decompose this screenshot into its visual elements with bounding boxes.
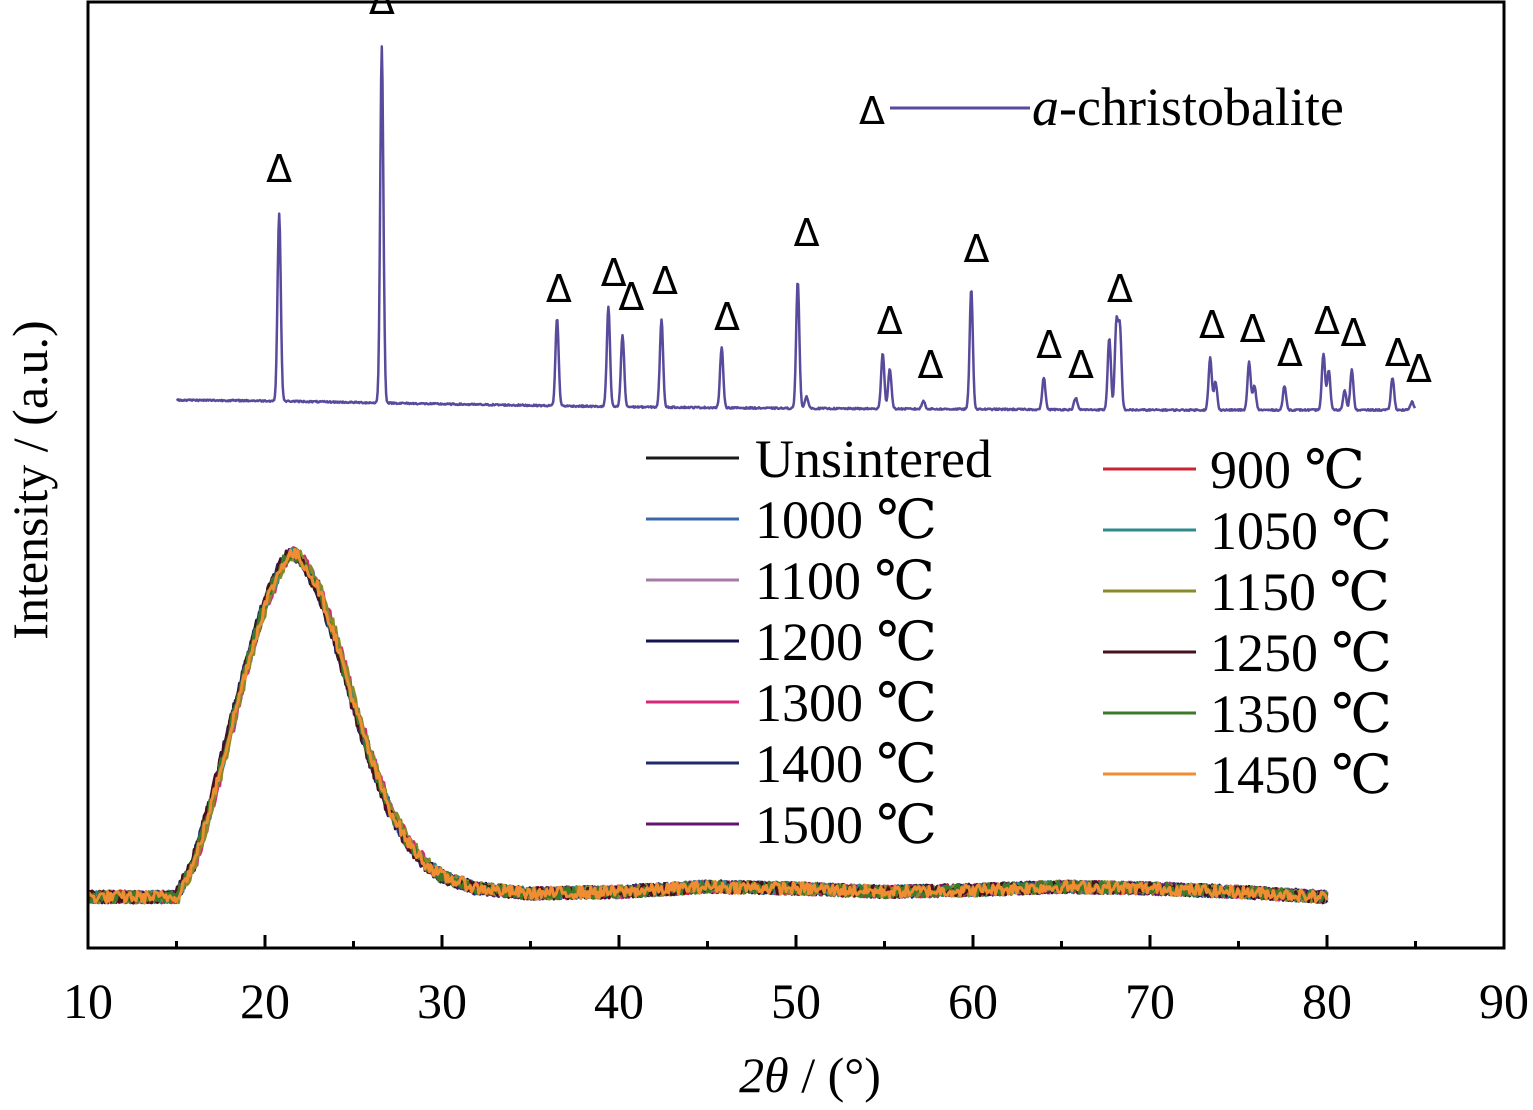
legend-label: 1050 ℃	[1210, 501, 1392, 561]
x-tick-label-10: 10	[63, 973, 113, 1029]
x-tick-label-20: 20	[240, 973, 290, 1029]
series-line	[86, 548, 1328, 905]
legend-label: 1100 ℃	[755, 551, 935, 611]
peak-marker: Δ	[369, 0, 395, 23]
peak-marker: Δ	[1341, 311, 1367, 355]
peak-marker: Δ	[546, 267, 572, 311]
y-axis-title: Intensity / (a.u.)	[2, 320, 58, 639]
series-line	[86, 547, 1329, 905]
x-tick-label-30: 30	[417, 973, 467, 1029]
series-line	[86, 548, 1328, 905]
legend-label: 1250 ℃	[1210, 623, 1392, 683]
legend-label: Unsintered	[755, 429, 992, 489]
legend-label: 1000 ℃	[755, 490, 937, 550]
peak-marker: Δ	[1240, 307, 1266, 351]
series-line	[86, 550, 1329, 905]
legend-label: 900 ℃	[1210, 440, 1365, 500]
legend-label: 1350 ℃	[1210, 684, 1392, 744]
peak-marker: Δ	[601, 251, 627, 295]
x-tick-label-90: 90	[1479, 973, 1529, 1029]
legend-label: 1450 ℃	[1210, 745, 1392, 805]
reference-pattern-line	[175, 45, 1416, 413]
x-tick-label-40: 40	[594, 973, 644, 1029]
series-line	[86, 547, 1329, 905]
legend-label: 1300 ℃	[755, 673, 937, 733]
x-tick-label-60: 60	[948, 973, 998, 1029]
x-axis-title-symbol: 2θ	[739, 1047, 789, 1103]
series-line	[86, 549, 1329, 905]
peak-marker: Δ	[877, 299, 903, 343]
peak-marker: Δ	[1068, 343, 1094, 387]
x-tick-label-70: 70	[1125, 973, 1175, 1029]
x-tick-label-80: 80	[1302, 973, 1352, 1029]
series-line	[86, 546, 1328, 905]
legend-label: 1400 ℃	[755, 734, 937, 794]
series-line	[86, 546, 1329, 905]
legend-reference-marker: Δ	[859, 89, 885, 133]
legend-label: 1200 ℃	[755, 612, 937, 672]
peak-marker: Δ	[1314, 299, 1340, 343]
legend-label: 1150 ℃	[1210, 562, 1390, 622]
peak-marker: Δ	[266, 147, 292, 191]
series-line	[86, 548, 1329, 905]
peak-marker: Δ	[1406, 347, 1432, 391]
x-axis-title: 2θ / (°)	[739, 1047, 881, 1103]
series-line	[86, 547, 1329, 905]
peak-marker: Δ	[1107, 267, 1133, 311]
peak-marker: Δ	[1277, 331, 1303, 375]
peak-marker: Δ	[1385, 331, 1411, 375]
legend-reference-label: a-christobalite	[1032, 77, 1344, 137]
peak-marker: Δ	[618, 275, 644, 319]
legend-label: 1500 ℃	[755, 795, 937, 855]
peak-marker: Δ	[714, 295, 740, 339]
peak-marker: Δ	[1036, 323, 1062, 367]
series-line	[86, 547, 1329, 905]
peak-marker: Δ	[794, 211, 820, 255]
series-line	[86, 547, 1328, 905]
x-tick-label-50: 50	[771, 973, 821, 1029]
peak-marker: Δ	[918, 343, 944, 387]
x-axis-title-unit: / (°)	[789, 1047, 881, 1103]
series-layer	[86, 546, 1329, 905]
peak-marker: Δ	[964, 227, 990, 271]
peak-marker: Δ	[1199, 303, 1225, 347]
x-ticks: 10 20 30 40 50 60 70 80 90	[63, 935, 1529, 1029]
peak-marker: Δ	[652, 259, 678, 303]
reference-layer	[175, 45, 1416, 413]
series-line	[86, 548, 1329, 905]
